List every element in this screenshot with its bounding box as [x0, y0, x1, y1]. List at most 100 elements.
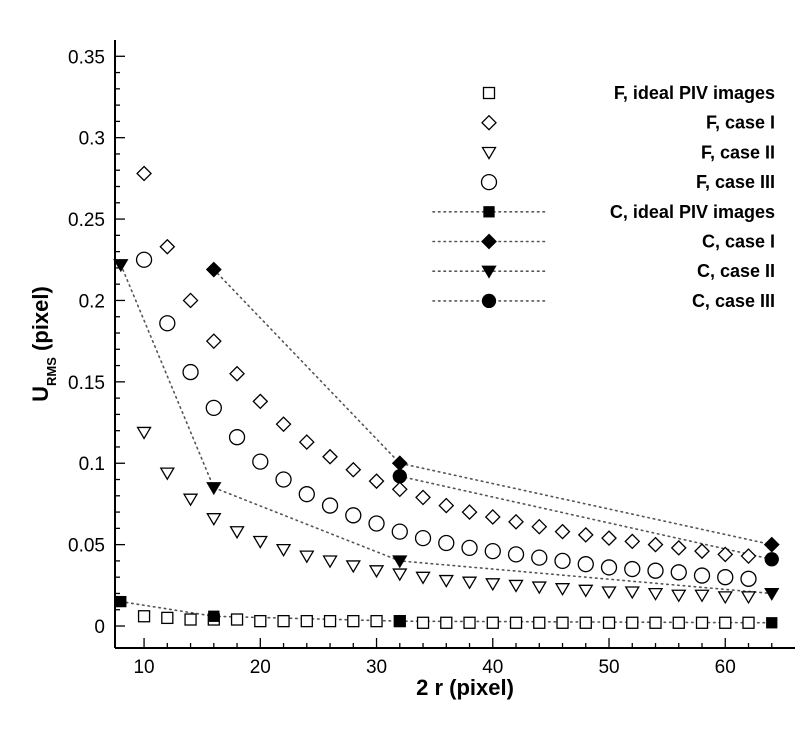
data-point-f-ideal-piv-images — [463, 616, 476, 629]
data-point-f-case-ii — [299, 550, 315, 564]
axes: 10 20 30 40 50 60 0 0.05 0.1 0.15 0.2 0.25 0.3 0.35 2 … — [28, 40, 795, 700]
data-point-f-case-i — [508, 513, 524, 530]
series-c-case-iii — [392, 469, 779, 567]
data-point-f-ideal-piv-images — [230, 613, 244, 626]
data-point-f-ideal-piv-images — [649, 616, 662, 629]
legend-item-f-case-ii: F, case II — [481, 142, 775, 162]
legend-label: F, ideal PIV images — [614, 83, 775, 103]
data-point-c-ideal-piv-images — [766, 617, 778, 629]
legend-item-f-case-iii: F, case III — [480, 172, 775, 192]
data-point-c-case-i — [763, 536, 780, 553]
legend-marker — [483, 206, 495, 218]
data-point-c-case-ii — [206, 482, 222, 496]
data-point-f-case-i — [461, 504, 478, 520]
data-point-f-case-ii — [345, 560, 361, 574]
data-point-f-case-i — [740, 548, 757, 564]
data-point-f-case-iii — [368, 515, 385, 532]
y-tick-label: 0.2 — [79, 291, 105, 312]
legend: F, ideal PIV images F, case I F, case II F,… — [432, 83, 775, 311]
x-tick-label: 10 — [133, 657, 154, 678]
data-point-f-case-i — [136, 165, 152, 182]
data-point-f-case-iii — [228, 429, 246, 446]
legend-marker — [482, 86, 496, 100]
data-point-f-ideal-piv-images — [602, 616, 616, 629]
data-point-f-case-i — [252, 393, 269, 410]
data-point-f-case-ii — [438, 574, 454, 588]
x-tick-label: 30 — [366, 657, 387, 678]
data-point-f-ideal-piv-images — [556, 616, 569, 629]
data-point-f-case-ii — [368, 565, 385, 579]
data-point-f-case-ii — [671, 589, 687, 603]
legend-item-c-case-iii: C, case III — [432, 291, 775, 311]
data-point-f-case-i — [391, 481, 408, 498]
data-point-f-case-i — [345, 461, 362, 478]
series-markers — [113, 165, 780, 629]
x-tick-label: 20 — [250, 657, 271, 678]
legend-item-c-ideal-piv-images: C, ideal PIV images — [432, 202, 775, 222]
y-axis-title-subscript: RMS — [44, 357, 59, 386]
data-point-f-case-i — [601, 530, 617, 547]
legend-item-c-case-i: C, case I — [432, 232, 775, 252]
data-point-f-ideal-piv-images — [533, 616, 546, 629]
y-tick-label: 0.25 — [68, 210, 105, 231]
data-point-f-case-iii — [252, 453, 269, 470]
data-point-f-ideal-piv-images — [672, 616, 685, 629]
data-point-f-case-iii — [414, 529, 432, 547]
data-point-f-case-ii — [275, 543, 292, 557]
data-point-c-case-i — [205, 261, 222, 278]
data-point-f-ideal-piv-images — [184, 613, 197, 626]
data-point-f-ideal-piv-images — [137, 610, 151, 623]
data-point-f-case-i — [577, 526, 594, 543]
data-point-f-case-i — [415, 489, 431, 506]
legend-label: C, case III — [692, 291, 775, 311]
data-point-f-case-iii — [670, 564, 687, 581]
data-point-f-case-i — [298, 434, 315, 450]
legend-marker — [481, 293, 497, 309]
data-point-f-case-iii — [554, 552, 571, 570]
data-point-f-ideal-piv-images — [509, 616, 523, 629]
data-point-c-ideal-piv-images — [208, 610, 220, 622]
legend-label: F, case II — [701, 142, 775, 162]
data-point-f-case-ii — [182, 493, 199, 507]
data-point-f-case-iii — [577, 556, 594, 573]
data-point-f-case-ii — [647, 587, 664, 601]
data-point-f-case-iii — [345, 507, 362, 524]
data-point-f-case-iii — [507, 546, 525, 563]
data-point-c-case-ii — [113, 259, 129, 273]
y-tick-label: 0.35 — [68, 47, 105, 68]
data-point-f-case-ii — [554, 583, 571, 597]
data-point-f-case-i — [159, 238, 176, 255]
data-point-f-case-iii — [647, 562, 664, 579]
data-point-f-case-ii — [508, 579, 524, 593]
data-point-f-ideal-piv-images — [370, 614, 383, 628]
series-f-ideal-piv-images — [137, 610, 755, 629]
y-tick-label: 0.1 — [79, 454, 105, 475]
legend-marker — [481, 146, 497, 160]
data-point-f-ideal-piv-images — [161, 611, 174, 625]
data-point-f-case-ii — [694, 589, 710, 603]
data-point-f-case-i — [368, 473, 385, 490]
data-point-f-case-ii — [136, 426, 152, 440]
legend-marker — [481, 233, 497, 250]
series-line-c-case-ii — [120, 263, 773, 595]
data-point-f-ideal-piv-images — [626, 616, 639, 629]
series-f-case-ii — [136, 426, 757, 605]
data-point-f-case-ii — [531, 581, 547, 595]
legend-item-f-case-i: F, case I — [481, 113, 775, 133]
data-point-f-case-iii — [391, 523, 408, 540]
data-point-c-case-ii — [764, 587, 780, 601]
data-point-f-case-i — [554, 523, 571, 540]
data-point-f-case-i — [694, 543, 710, 560]
data-point-f-case-ii — [485, 578, 501, 592]
data-point-f-case-iii — [135, 251, 153, 268]
y-axis-title: URMS (pixel) — [28, 286, 59, 402]
data-point-f-case-iii — [600, 559, 618, 576]
y-axis-title-unit: (pixel) — [28, 286, 53, 357]
data-point-f-ideal-piv-images — [695, 616, 709, 629]
data-point-f-case-ii — [601, 586, 617, 600]
data-point-c-case-i — [391, 455, 408, 472]
data-point-f-case-i — [322, 448, 338, 465]
y-axis-title-main: U — [28, 386, 53, 402]
y-tick-label: 0 — [94, 617, 105, 638]
data-point-f-case-i — [647, 536, 664, 553]
